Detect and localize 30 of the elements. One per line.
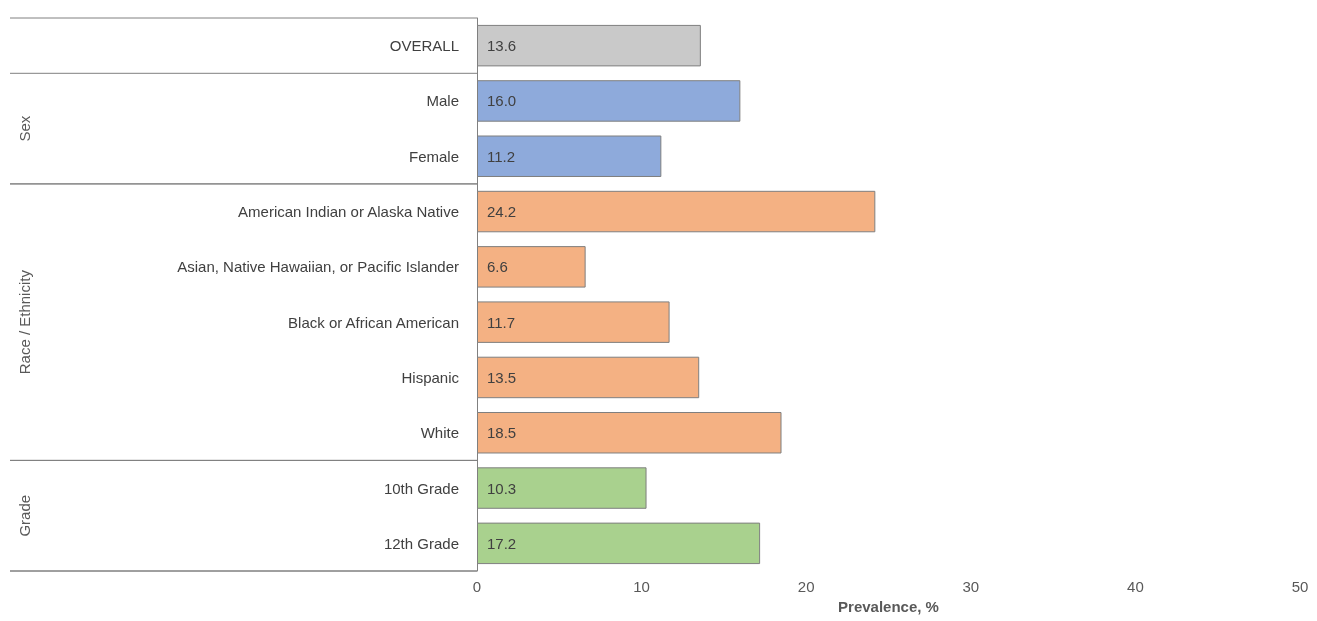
data-label: 16.0 [487,92,517,110]
x-tick-label: 30 [962,578,980,595]
y-tick-label: White [420,424,459,442]
y-tick-label: 12th Grade [383,534,459,552]
y-tick-label: 10th Grade [383,479,459,497]
data-label: 13.6 [487,37,517,55]
y-tick-label: American Indian or Alaska Native [238,203,459,221]
data-label: 24.2 [487,203,517,221]
data-label: 6.6 [487,258,508,276]
data-label: 18.5 [487,424,517,442]
data-label: 11.7 [487,313,516,331]
x-tick-label: 0 [472,578,482,595]
data-label: 11.2 [487,147,516,165]
data-label: 17.2 [487,534,517,552]
text: Race / Ethnicity [15,269,33,375]
text: Sex [15,115,33,142]
y-tick-label: OVERALL [389,37,459,55]
y-tick-label: Male [426,92,459,110]
x-tick-label: 50 [1291,578,1309,595]
y-tick-label: Hispanic [401,368,460,386]
y-tick-label: Asian, Native Hawaiian, or Pacific Islander [177,258,459,276]
text: Grade [15,494,33,537]
y-tick-label: Black or African American [288,313,459,331]
data-label: 10.3 [487,479,517,497]
x-tick-label: 20 [797,578,815,595]
x-tick-label: 10 [633,578,650,595]
y-tick-label: Female [408,147,459,165]
x-tick-label: 40 [1127,578,1144,595]
x-axis-title: Prevalence, % [838,597,939,615]
data-label: 13.5 [487,368,517,386]
